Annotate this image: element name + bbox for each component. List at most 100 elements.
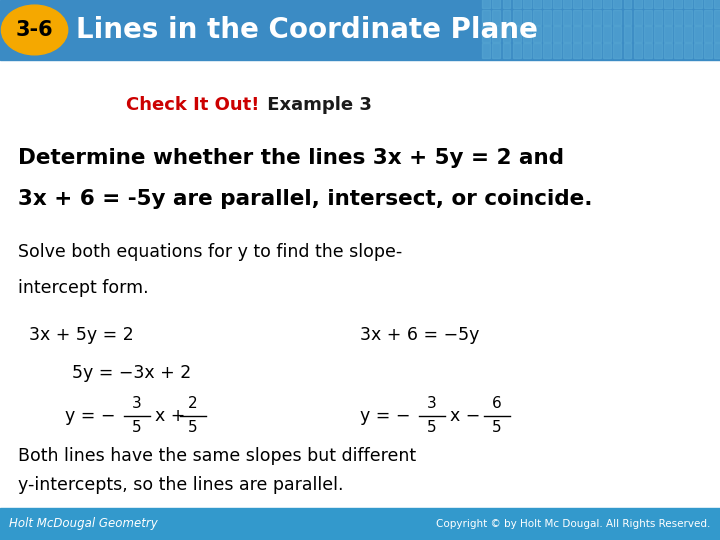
Bar	[593, 26, 601, 42]
Bar	[644, 10, 652, 25]
Bar	[634, 0, 642, 8]
Text: Holt McDougal Geometry: Holt McDougal Geometry	[9, 517, 158, 530]
Text: 5y = −3x + 2: 5y = −3x + 2	[72, 364, 192, 382]
Bar	[714, 26, 720, 42]
Bar	[492, 10, 500, 25]
Bar	[644, 43, 652, 58]
Text: 5: 5	[427, 420, 437, 435]
Bar	[503, 10, 510, 25]
Text: 6: 6	[492, 396, 502, 411]
Bar	[583, 10, 591, 25]
Bar	[553, 26, 561, 42]
Bar	[613, 26, 621, 42]
Bar	[714, 0, 720, 8]
Bar	[684, 26, 692, 42]
Bar	[714, 10, 720, 25]
Text: y = −: y = −	[360, 407, 410, 425]
Text: Solve both equations for y to find the slope-: Solve both equations for y to find the s…	[18, 244, 402, 261]
Bar	[613, 10, 621, 25]
Bar	[624, 10, 631, 25]
Bar	[573, 43, 581, 58]
Bar	[704, 26, 712, 42]
Text: y = −: y = −	[65, 407, 115, 425]
Bar	[654, 10, 662, 25]
Text: 5: 5	[492, 420, 502, 435]
Bar	[523, 43, 531, 58]
Bar	[654, 0, 662, 8]
Bar	[523, 10, 531, 25]
Bar	[644, 0, 652, 8]
Bar	[573, 10, 581, 25]
Bar	[684, 43, 692, 58]
Bar	[704, 10, 712, 25]
Text: 5: 5	[132, 420, 142, 435]
Bar	[704, 0, 712, 8]
Text: x +: x +	[155, 407, 191, 425]
Text: 5: 5	[188, 420, 198, 435]
Circle shape	[1, 5, 68, 55]
Bar	[583, 43, 591, 58]
Bar	[513, 43, 521, 58]
Bar	[573, 26, 581, 42]
Bar	[533, 43, 541, 58]
Bar	[603, 0, 611, 8]
Bar	[513, 26, 521, 42]
Bar	[593, 0, 601, 8]
Bar	[583, 0, 591, 8]
Text: Check It Out!: Check It Out!	[126, 96, 259, 114]
Bar	[533, 26, 541, 42]
Text: Example 3: Example 3	[261, 96, 372, 114]
Bar	[664, 26, 672, 42]
Bar	[553, 0, 561, 8]
Bar	[0, 0, 720, 60]
Bar	[503, 43, 510, 58]
Bar	[634, 26, 642, 42]
Bar	[543, 0, 551, 8]
Bar	[583, 26, 591, 42]
Bar	[533, 10, 541, 25]
Bar	[543, 10, 551, 25]
Bar	[684, 10, 692, 25]
Bar	[492, 0, 500, 8]
Bar	[664, 0, 672, 8]
Bar	[543, 26, 551, 42]
Bar	[573, 0, 581, 8]
Text: Both lines have the same slopes but different: Both lines have the same slopes but diff…	[18, 447, 416, 465]
Bar	[523, 0, 531, 8]
Bar	[603, 26, 611, 42]
Bar	[674, 26, 682, 42]
Bar	[603, 10, 611, 25]
Bar	[553, 10, 561, 25]
Bar	[714, 43, 720, 58]
Bar	[694, 0, 702, 8]
Bar	[503, 0, 510, 8]
Bar	[513, 0, 521, 8]
Bar	[492, 26, 500, 42]
Bar	[664, 10, 672, 25]
Bar	[563, 43, 571, 58]
Bar	[482, 10, 490, 25]
Text: Copyright © by Holt Mc Dougal. All Rights Reserved.: Copyright © by Holt Mc Dougal. All Right…	[436, 519, 711, 529]
Text: x −: x −	[450, 407, 480, 425]
Bar	[684, 0, 692, 8]
Bar	[613, 43, 621, 58]
Bar	[674, 0, 682, 8]
Bar	[0, 508, 720, 540]
Bar	[624, 26, 631, 42]
Text: 3: 3	[132, 396, 142, 411]
Bar	[654, 43, 662, 58]
Bar	[482, 43, 490, 58]
Bar	[674, 43, 682, 58]
Bar	[624, 43, 631, 58]
Bar	[593, 43, 601, 58]
Bar	[674, 10, 682, 25]
Bar	[613, 0, 621, 8]
Bar	[664, 43, 672, 58]
Bar	[523, 26, 531, 42]
Bar	[482, 0, 490, 8]
Text: Lines in the Coordinate Plane: Lines in the Coordinate Plane	[76, 16, 537, 44]
Bar	[654, 26, 662, 42]
Bar	[704, 43, 712, 58]
Bar	[563, 26, 571, 42]
Bar	[624, 0, 631, 8]
